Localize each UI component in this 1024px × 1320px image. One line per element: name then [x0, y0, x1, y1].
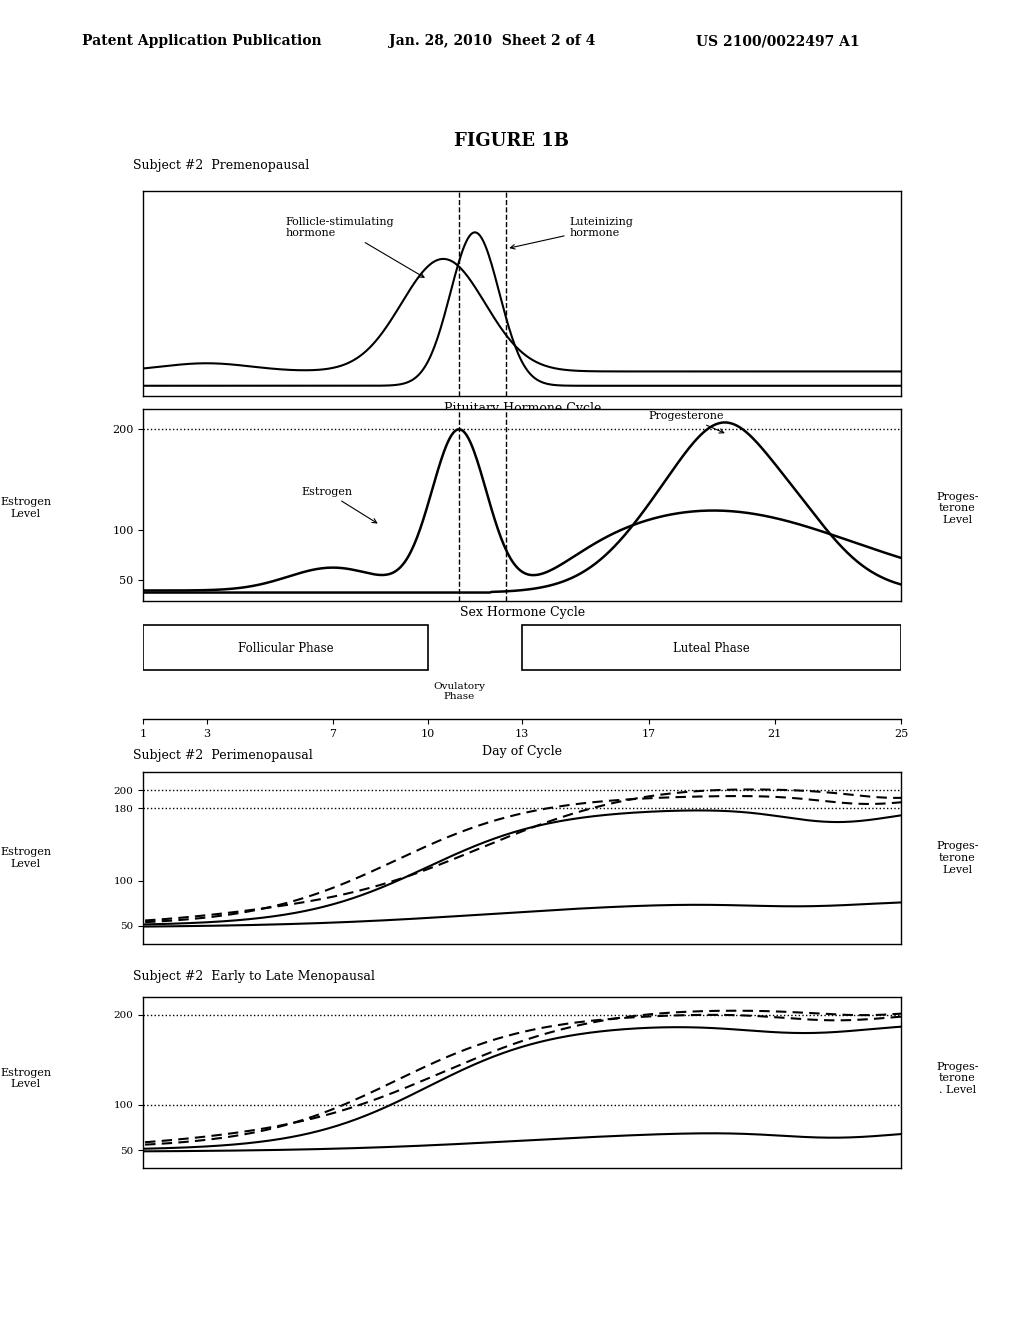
Text: Luteinizing
hormone: Luteinizing hormone — [510, 216, 634, 249]
Text: Subject #2  Perimenopausal: Subject #2 Perimenopausal — [133, 748, 313, 762]
FancyBboxPatch shape — [522, 626, 901, 671]
FancyBboxPatch shape — [143, 626, 428, 671]
Text: Progesterone: Progesterone — [648, 412, 724, 433]
Text: Jan. 28, 2010  Sheet 2 of 4: Jan. 28, 2010 Sheet 2 of 4 — [389, 34, 596, 49]
Text: Subject #2  Premenopausal: Subject #2 Premenopausal — [133, 158, 309, 172]
Text: Proges-
terone
Level: Proges- terone Level — [936, 841, 979, 875]
Text: Follicle-stimulating
hormone: Follicle-stimulating hormone — [286, 216, 424, 277]
Text: Luteal Phase: Luteal Phase — [674, 642, 750, 655]
X-axis label: Sex Hormone Cycle: Sex Hormone Cycle — [460, 606, 585, 619]
Text: Proges-
terone
. Level: Proges- terone . Level — [936, 1061, 979, 1096]
Text: US 2100/0022497 A1: US 2100/0022497 A1 — [696, 34, 860, 49]
Text: Patent Application Publication: Patent Application Publication — [82, 34, 322, 49]
Text: Ovulatory
Phase: Ovulatory Phase — [433, 681, 485, 701]
Text: Follicular Phase: Follicular Phase — [238, 642, 333, 655]
X-axis label: Pituitary Hormone Cycle: Pituitary Hormone Cycle — [443, 401, 601, 414]
Text: Subject #2  Early to Late Menopausal: Subject #2 Early to Late Menopausal — [133, 970, 375, 983]
Text: Proges-
terone
Level: Proges- terone Level — [936, 491, 979, 525]
X-axis label: Day of Cycle: Day of Cycle — [482, 744, 562, 758]
Text: Estrogen
Level: Estrogen Level — [0, 1068, 51, 1089]
Text: FIGURE 1B: FIGURE 1B — [455, 132, 569, 150]
Text: Estrogen: Estrogen — [301, 487, 377, 523]
Text: Estrogen
Level: Estrogen Level — [0, 847, 51, 869]
Text: Estrogen
Level: Estrogen Level — [0, 498, 51, 519]
